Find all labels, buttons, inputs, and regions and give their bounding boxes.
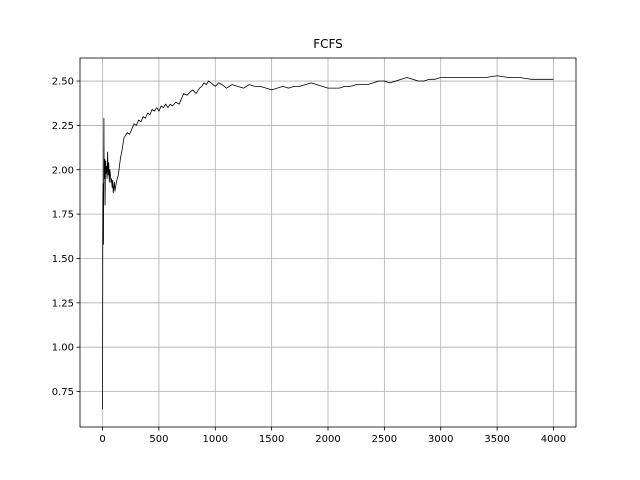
- x-tick-label: 1000: [203, 434, 228, 445]
- series-layer: [102, 75, 554, 410]
- y-tick-label: 1.50: [52, 254, 74, 265]
- y-tick-label: 1.25: [52, 298, 74, 309]
- y-tick-label: 1.00: [52, 343, 74, 354]
- x-tick-label: 4000: [541, 434, 566, 445]
- x-tick-label: 1500: [259, 434, 284, 445]
- chart-title: FCFS: [313, 37, 343, 51]
- y-tick-label: 2.25: [52, 121, 74, 132]
- x-tick-label: 2500: [372, 434, 397, 445]
- x-tick-label: 0: [99, 434, 105, 445]
- y-tick-label: 2.50: [52, 77, 74, 88]
- x-tick-label: 2000: [315, 434, 340, 445]
- tick-layer: 0 500 1000 1500 2000 2500 3000 3500 4000 0.75 1.00…: [52, 77, 566, 445]
- x-tick-label: 3500: [484, 434, 509, 445]
- y-tick-label: 1.75: [52, 210, 74, 221]
- series-line-0: [102, 75, 554, 410]
- y-tick-label: 2.00: [52, 165, 74, 176]
- x-tick-label: 500: [149, 434, 168, 445]
- grid-layer: [80, 58, 576, 427]
- y-tick-label: 0.75: [52, 387, 74, 398]
- x-tick-label: 3000: [428, 434, 453, 445]
